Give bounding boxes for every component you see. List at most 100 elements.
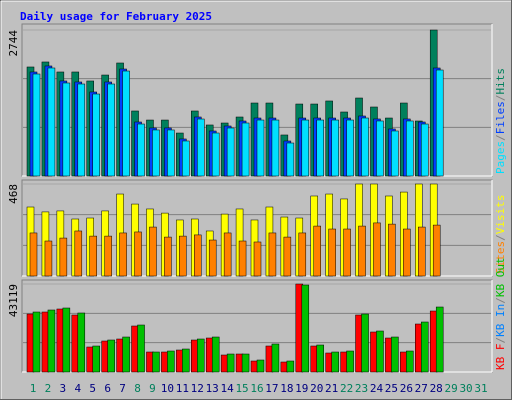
bar: [286, 142, 295, 177]
x-tick-label: 21: [325, 382, 338, 395]
bar: [376, 330, 384, 373]
legend-entry: KB F: [494, 344, 507, 371]
y-tick-label: 468: [7, 184, 20, 204]
x-tick-label: 16: [250, 382, 263, 395]
bar: [226, 127, 235, 177]
y-tick-label: 43119: [7, 284, 20, 317]
x-tick-label: 9: [149, 382, 156, 395]
x-tick-label: 7: [119, 382, 126, 395]
legend-separator: /: [494, 234, 507, 241]
bar: [241, 122, 250, 177]
bar: [122, 336, 130, 373]
bar: [301, 119, 310, 177]
bar: [32, 311, 41, 373]
bar: [346, 119, 354, 177]
bar: [388, 223, 396, 277]
x-tick-label: 11: [176, 382, 189, 395]
bar: [32, 73, 41, 177]
bar: [74, 230, 83, 277]
bar: [179, 235, 187, 277]
panel: [21, 279, 493, 373]
legend-separator: /: [494, 297, 507, 304]
legend-separator: /: [494, 134, 507, 141]
bar: [256, 359, 265, 373]
x-tick-label: 13: [206, 382, 219, 395]
bar: [286, 360, 295, 373]
legend: Sites/Visits: [494, 195, 507, 275]
legend-entry: KB Out: [494, 257, 507, 297]
bar: [391, 130, 399, 177]
bar: [271, 343, 280, 373]
x-tick-label: 12: [191, 382, 204, 395]
bar: [122, 70, 130, 177]
x-tick-label: 26: [400, 382, 413, 395]
legend-entry: Files: [494, 101, 507, 134]
bar: [435, 69, 444, 177]
bar: [421, 123, 429, 177]
bar: [435, 306, 444, 373]
x-tick-label: 5: [89, 382, 96, 395]
x-tick-label: 4: [74, 382, 81, 395]
x-tick-label: 15: [235, 382, 248, 395]
chart-title: Daily usage for February 2025: [20, 10, 212, 23]
legend: KB F/KB In/KB Out: [494, 257, 507, 370]
bar: [211, 132, 220, 177]
x-tick-label: 2: [45, 382, 52, 395]
bar: [376, 120, 384, 177]
bar: [137, 324, 145, 373]
bar: [164, 236, 172, 277]
x-tick-label: 20: [310, 382, 323, 395]
bar: [301, 284, 310, 373]
x-tick-label: 28: [430, 382, 443, 395]
x-tick-label: 19: [295, 382, 308, 395]
legend-entry: Visits: [494, 195, 507, 235]
bar: [268, 232, 277, 277]
bar: [197, 118, 205, 177]
legend-entry: Sites: [494, 241, 507, 274]
bar: [406, 120, 414, 177]
bar: [107, 339, 115, 373]
bar: [77, 312, 86, 373]
bar: [167, 129, 175, 177]
bar: [432, 224, 441, 277]
legend-separator: /: [494, 337, 507, 344]
x-tick-label: 30: [459, 382, 472, 395]
bar: [406, 350, 414, 373]
x-tick-label: 14: [221, 382, 235, 395]
bar: [271, 119, 280, 177]
x-tick-label: 31: [474, 382, 487, 395]
bar: [361, 313, 369, 373]
bar: [77, 83, 86, 177]
bar: [107, 83, 115, 177]
bar: [253, 241, 262, 277]
bar: [226, 353, 235, 373]
x-tick-label: 23: [355, 382, 368, 395]
bar: [197, 338, 205, 373]
bar: [391, 336, 399, 373]
bar: [104, 235, 112, 277]
bar: [283, 236, 292, 277]
bar: [223, 232, 232, 277]
bar: [119, 232, 127, 277]
x-tick-label: 24: [370, 382, 384, 395]
bar: [47, 309, 56, 373]
bar: [343, 228, 351, 277]
bar: [241, 353, 250, 373]
x-tick-label: 1: [30, 382, 37, 395]
x-tick-label: 22: [340, 382, 353, 395]
x-tick-label: 6: [104, 382, 111, 395]
x-tick-label: 29: [445, 382, 458, 395]
x-tick-label: 10: [161, 382, 174, 395]
bar: [47, 67, 56, 177]
bar: [167, 350, 175, 373]
bar: [421, 321, 429, 373]
bar: [62, 82, 71, 177]
x-tick-label: 17: [265, 382, 278, 395]
bar: [238, 240, 247, 277]
bar: [152, 351, 160, 373]
bar: [152, 129, 160, 177]
bar: [418, 226, 426, 277]
bar: [194, 234, 202, 277]
bar: [346, 350, 354, 373]
